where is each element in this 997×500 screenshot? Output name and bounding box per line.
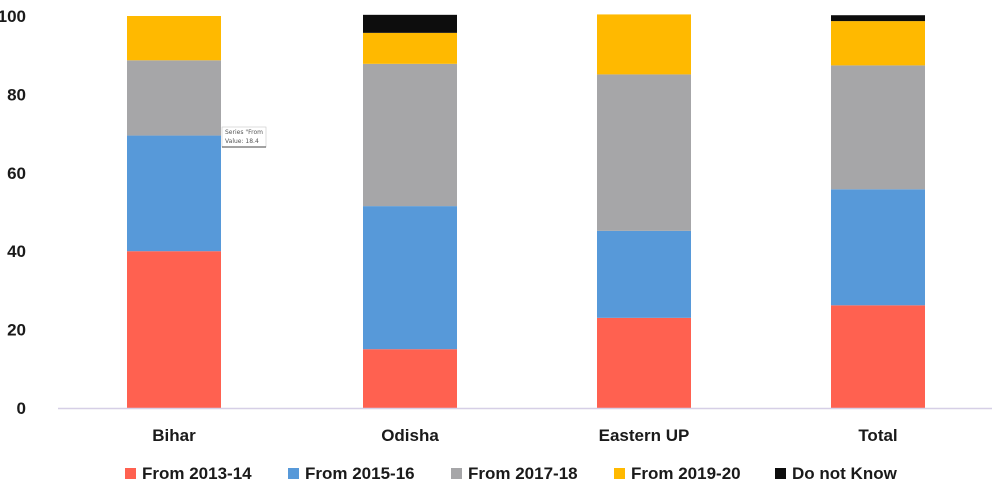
bar-segment — [831, 305, 925, 408]
tooltip-line-1: Series "From — [225, 129, 263, 136]
bar-segment — [363, 14, 457, 33]
legend-item: Do not Know — [775, 464, 898, 483]
legend-item: From 2015-16 — [288, 464, 415, 483]
bars: Bihar Odisha Eastern UP Total — [127, 14, 925, 445]
legend-item: From 2013-14 — [125, 464, 252, 483]
bar-segment — [831, 15, 925, 22]
bar-segment — [127, 60, 221, 136]
legend-swatch — [775, 468, 786, 479]
legend-item: From 2017-18 — [451, 464, 578, 483]
y-tick-label: 20 — [7, 321, 26, 340]
y-tick-label: 60 — [7, 164, 26, 183]
y-tick-label: 80 — [7, 85, 26, 104]
bar-segment — [127, 135, 221, 252]
bar-segment — [597, 14, 691, 75]
bar-segment — [363, 32, 457, 64]
legend: From 2013-14 From 2015-16 From 2017-18 From… — [125, 464, 898, 483]
bar-segment — [363, 206, 457, 350]
bar-segment — [363, 63, 457, 207]
legend-item: From 2019-20 — [614, 464, 741, 483]
bar-segment — [597, 74, 691, 231]
bar-segment — [127, 251, 221, 408]
legend-swatch — [614, 468, 625, 479]
bar-segment — [363, 349, 457, 408]
bar-segment — [127, 16, 221, 61]
bar-segment — [597, 317, 691, 408]
bar-segment — [831, 189, 925, 306]
x-tick-label: Bihar — [152, 426, 196, 445]
x-tick-label: Total — [858, 426, 897, 445]
legend-label: From 2017-18 — [468, 464, 578, 483]
tooltip-line-2: Value: 18.4 — [225, 138, 259, 145]
y-tick-label: 40 — [7, 242, 26, 261]
bar-segment — [831, 65, 925, 190]
legend-label: Do not Know — [792, 464, 898, 483]
legend-swatch — [451, 468, 462, 479]
legend-swatch — [125, 468, 136, 479]
legend-label: From 2013-14 — [142, 464, 252, 483]
legend-swatch — [288, 468, 299, 479]
bar-segment — [597, 230, 691, 318]
y-tick-label: 0 — [17, 399, 26, 418]
x-tick-label: Odisha — [381, 426, 439, 445]
legend-label: From 2015-16 — [305, 464, 415, 483]
bar-segment — [831, 21, 925, 66]
x-tick-label: Eastern UP — [599, 426, 690, 445]
legend-label: From 2019-20 — [631, 464, 741, 483]
y-tick-label: 100 — [0, 7, 26, 26]
tooltip: Series "From Value: 18.4 — [221, 126, 267, 148]
y-axis: 0 20 40 60 80 100 — [0, 7, 26, 418]
